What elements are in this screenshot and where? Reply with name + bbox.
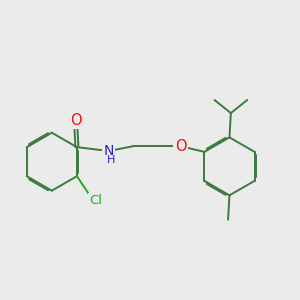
Text: N: N (103, 144, 114, 158)
Text: O: O (70, 112, 81, 128)
Text: Cl: Cl (89, 194, 102, 207)
Text: H: H (106, 155, 115, 165)
Text: O: O (175, 139, 187, 154)
